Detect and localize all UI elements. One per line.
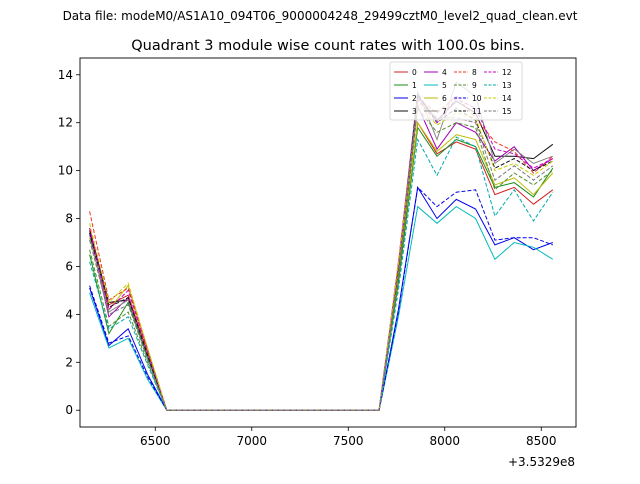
y-tick-label: 4 bbox=[65, 307, 73, 321]
x-tick-label: 6500 bbox=[140, 434, 171, 448]
x-tick-label: 7500 bbox=[333, 434, 364, 448]
legend-label-4: 4 bbox=[442, 68, 447, 77]
legend-label-5: 5 bbox=[442, 81, 447, 90]
legend-label-8: 8 bbox=[472, 68, 477, 77]
series-line-15 bbox=[89, 100, 554, 411]
x-tick-label: 8000 bbox=[429, 434, 460, 448]
legend-label-10: 10 bbox=[472, 94, 482, 103]
y-tick-label: 10 bbox=[58, 164, 73, 178]
x-offset-label: +3.5329e8 bbox=[508, 455, 575, 469]
legend-label-13: 13 bbox=[502, 81, 512, 90]
legend-label-7: 7 bbox=[442, 107, 447, 116]
legend-label-0: 0 bbox=[412, 68, 417, 77]
y-tick-label: 2 bbox=[65, 355, 73, 369]
legend-label-9: 9 bbox=[472, 81, 477, 90]
legend-label-6: 6 bbox=[442, 94, 447, 103]
legend-frame bbox=[389, 61, 523, 121]
legend-label-12: 12 bbox=[502, 68, 512, 77]
x-axis-ticks: 6500 7000 7500 8000 8500 bbox=[140, 427, 557, 448]
legend-label-1: 1 bbox=[412, 81, 417, 90]
figure-suptitle: Data file: modeM0/AS1A10_094T06_90000042… bbox=[63, 9, 578, 23]
y-tick-label: 8 bbox=[65, 212, 73, 226]
y-tick-label: 14 bbox=[58, 68, 73, 82]
legend-label-11: 11 bbox=[472, 107, 482, 116]
y-tick-label: 6 bbox=[65, 259, 73, 273]
legend-label-14: 14 bbox=[502, 94, 512, 103]
y-tick-label: 0 bbox=[65, 403, 73, 417]
y-tick-label: 12 bbox=[58, 116, 73, 130]
chart-title: Quadrant 3 module wise count rates with … bbox=[131, 38, 525, 54]
x-tick-label: 7000 bbox=[236, 434, 267, 448]
legend-label-2: 2 bbox=[412, 94, 417, 103]
legend-label-15: 15 bbox=[502, 107, 512, 116]
x-tick-label: 8500 bbox=[526, 434, 557, 448]
y-axis-ticks: 0 2 4 6 8 10 12 14 bbox=[58, 68, 80, 417]
legend-label-3: 3 bbox=[412, 107, 417, 116]
